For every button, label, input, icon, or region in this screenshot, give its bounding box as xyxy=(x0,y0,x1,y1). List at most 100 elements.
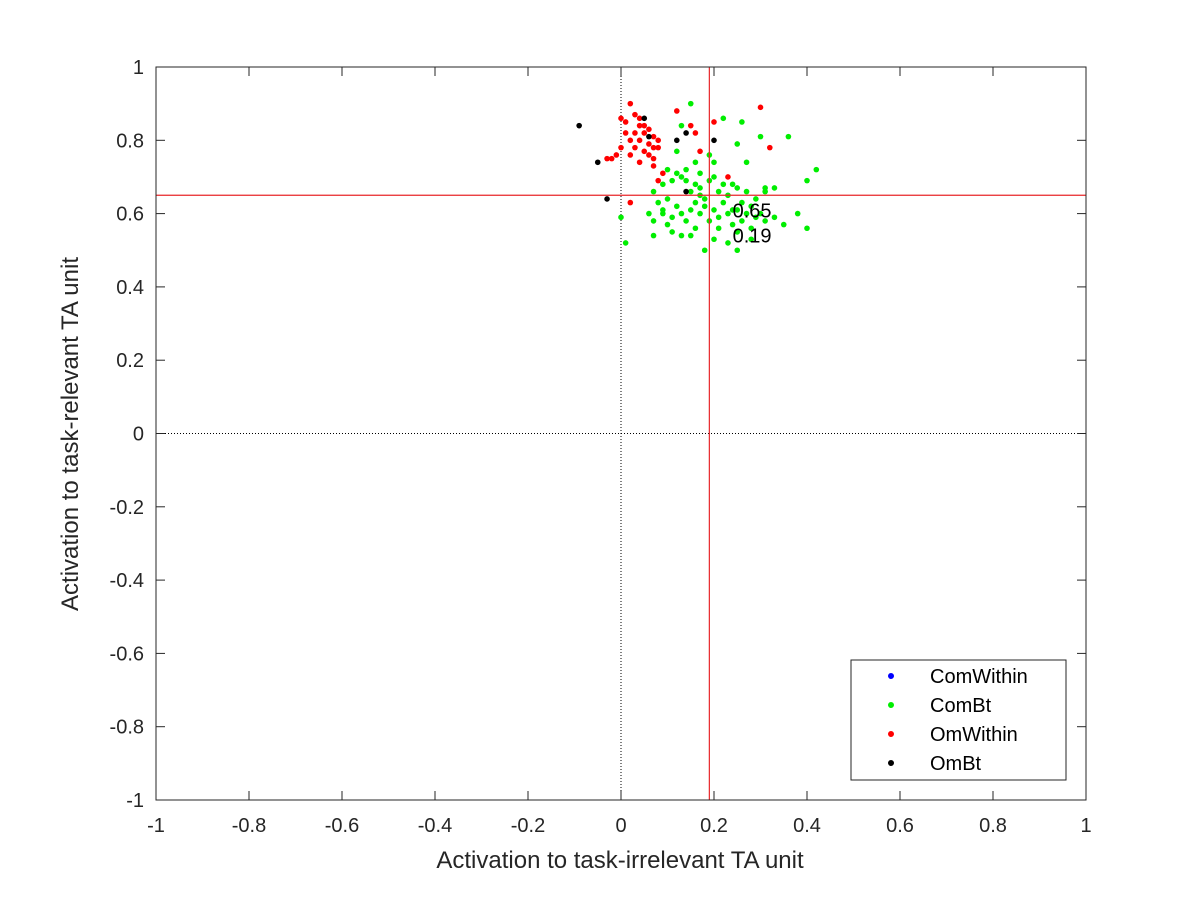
scatter-point-combt-2 xyxy=(678,122,685,129)
scatter-point-combt-19 xyxy=(664,196,671,202)
scatter-point-combt-35 xyxy=(729,181,736,188)
scatter-point-omwithin-18 xyxy=(627,152,634,158)
scatter-point-combt-87 xyxy=(729,207,736,213)
x-tick-label: -1 xyxy=(147,815,165,837)
scatter-point-combt-85 xyxy=(660,207,666,213)
scatter-point-ombt-7 xyxy=(604,196,610,202)
legend-marker-combt xyxy=(888,702,894,708)
x-tick-label: -0.2 xyxy=(511,815,545,837)
scatter-point-combt-11 xyxy=(743,159,750,166)
scatter-point-combt-6 xyxy=(734,141,741,147)
legend-marker-omwithin xyxy=(888,731,894,737)
scatter-point-combt-79 xyxy=(734,247,741,254)
scatter-point-combt-62 xyxy=(743,210,750,217)
legend-box xyxy=(850,659,1067,781)
legend-label-omwithin: OmWithin xyxy=(930,724,1018,746)
legend-label-ombt: OmBt xyxy=(930,753,982,775)
scatter-point-combt-42 xyxy=(646,210,652,217)
scatter-point-omwithin-10 xyxy=(646,141,652,147)
scatter-point-omwithin-33 xyxy=(697,148,703,155)
legend-marker-comwithin xyxy=(888,673,894,679)
x-tick-label: -0.8 xyxy=(232,815,266,837)
scatter-point-combt-73 xyxy=(669,229,675,235)
scatter-point-combt-82 xyxy=(664,166,671,173)
scatter-point-omwithin-15 xyxy=(650,155,657,162)
scatter-point-combt-32 xyxy=(715,188,722,195)
y-tick-label: -0.4 xyxy=(110,570,144,592)
legend-marker-ombt xyxy=(888,760,894,766)
scatter-point-combt-12 xyxy=(804,177,810,184)
scatter-point-omwithin-22 xyxy=(604,155,610,162)
scatter-point-combt-33 xyxy=(720,181,727,188)
scatter-point-combt-38 xyxy=(743,188,750,195)
scatter-point-omwithin-13 xyxy=(655,144,661,151)
scatter-point-combt-71 xyxy=(622,240,629,246)
scatter-point-combt-58 xyxy=(725,210,731,217)
scatter-point-omwithin-0 xyxy=(627,100,634,107)
scatter-point-omwithin-8 xyxy=(636,137,643,144)
scatter-point-combt-49 xyxy=(683,218,689,224)
scatter-point-combt-50 xyxy=(687,207,694,213)
scatter-point-omwithin-17 xyxy=(632,144,638,151)
scatter-point-combt-53 xyxy=(701,203,708,210)
y-tick-label: 0.2 xyxy=(116,350,144,372)
scatter-point-combt-41 xyxy=(757,210,764,217)
scatter-point-combt-0 xyxy=(687,100,694,107)
scatter-point-omwithin-5 xyxy=(641,122,648,129)
x-axis-label: Activation to task-irrelevant TA unit xyxy=(436,847,804,874)
x-tick-label: 0.2 xyxy=(700,815,728,837)
scatter-point-combt-69 xyxy=(804,225,810,232)
scatter-point-combt-1 xyxy=(720,115,727,122)
scatter-point-ombt-8 xyxy=(683,188,689,195)
scatter-point-omwithin-6 xyxy=(632,130,638,136)
scatter-point-combt-43 xyxy=(650,218,657,224)
scatter-point-combt-51 xyxy=(692,199,699,206)
scatter-point-ombt-6 xyxy=(594,159,601,166)
y-axis-label: Activation to task-relevant TA unit xyxy=(57,257,84,611)
y-tick-label: 0.8 xyxy=(116,130,144,152)
scatter-point-omwithin-26 xyxy=(650,163,657,169)
scatter-point-combt-27 xyxy=(697,170,703,177)
scatter-point-combt-18 xyxy=(660,181,666,188)
scatter-point-combt-10 xyxy=(711,159,717,166)
scatter-point-combt-48 xyxy=(678,210,685,217)
scatter-point-combt-28 xyxy=(697,185,703,191)
scatter-point-omwithin-1 xyxy=(618,115,624,122)
scatter-point-omwithin-3 xyxy=(632,111,638,118)
scatter-point-combt-56 xyxy=(715,214,722,221)
scatter-point-combt-61 xyxy=(739,218,745,224)
scatter-point-combt-76 xyxy=(701,247,708,254)
scatter-point-omwithin-20 xyxy=(613,152,620,158)
scatter-point-combt-37 xyxy=(739,199,745,206)
annotation-mean-x: 0.19 xyxy=(733,225,772,247)
scatter-point-omwithin-31 xyxy=(692,130,699,136)
scatter-point-omwithin-23 xyxy=(622,130,629,136)
y-tick-label: 0.6 xyxy=(116,204,144,226)
scatter-point-combt-84 xyxy=(715,225,722,232)
scatter-point-omwithin-38 xyxy=(636,159,643,166)
scatter-point-omwithin-14 xyxy=(646,152,652,158)
scatter-point-omwithin-9 xyxy=(641,130,648,136)
scatter-point-ombt-4 xyxy=(683,130,689,136)
scatter-point-combt-47 xyxy=(674,203,680,210)
scatter-point-omwithin-30 xyxy=(687,122,694,129)
scatter-point-combt-77 xyxy=(711,236,717,243)
scatter-point-ombt-2 xyxy=(646,133,652,140)
y-tick-label: 0 xyxy=(133,424,144,446)
scatter-point-combt-25 xyxy=(687,188,694,195)
legend: ComWithin ComBt OmWithin OmBt xyxy=(850,659,1067,781)
scatter-point-combt-74 xyxy=(678,232,685,239)
scatter-point-combt-55 xyxy=(711,207,717,213)
scatter-point-combt-88 xyxy=(762,185,768,191)
scatter-point-combt-13 xyxy=(813,166,820,173)
scatter-point-combt-31 xyxy=(711,174,717,180)
scatter-point-omwithin-16 xyxy=(641,148,648,155)
scatter-point-ombt-3 xyxy=(674,137,680,144)
y-tick-label: 1 xyxy=(133,57,144,79)
scatter-point-combt-40 xyxy=(753,196,759,202)
scatter-point-combt-59 xyxy=(729,221,736,228)
x-tick-label: 1 xyxy=(1080,815,1091,837)
scatter-point-omwithin-28 xyxy=(660,170,666,177)
annotation-mean-y: 0.65 xyxy=(733,200,772,222)
scatter-point-omwithin-36 xyxy=(725,174,731,180)
